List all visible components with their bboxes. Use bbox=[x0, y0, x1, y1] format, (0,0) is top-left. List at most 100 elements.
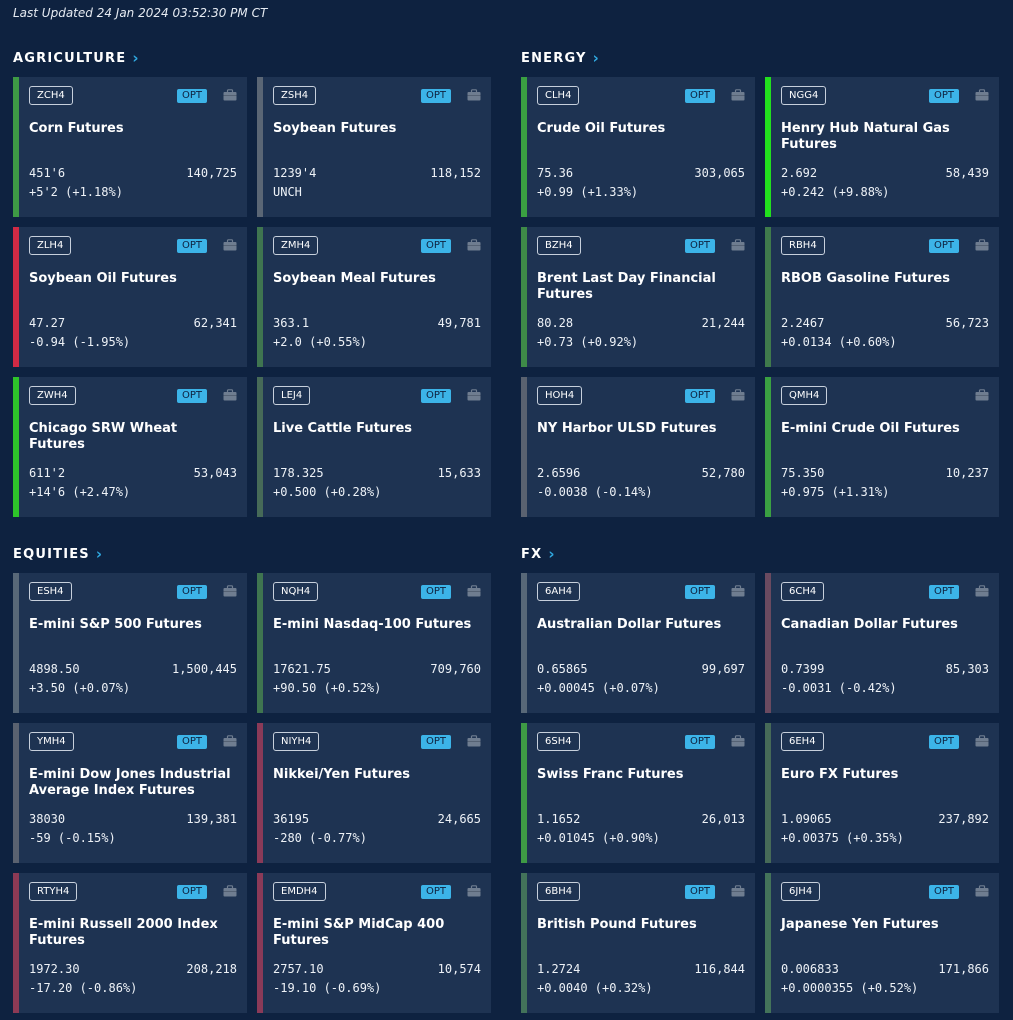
briefcase-icon[interactable] bbox=[223, 585, 237, 597]
contract-card-6ah4[interactable]: 6AH4 OPT Australian Dollar Futures 0.658… bbox=[521, 573, 755, 713]
contract-name[interactable]: Crude Oil Futures bbox=[537, 121, 666, 136]
briefcase-icon[interactable] bbox=[975, 89, 989, 101]
contract-symbol-badge[interactable]: YMH4 bbox=[29, 732, 74, 751]
section-header-link[interactable]: ENERGY › bbox=[521, 47, 999, 69]
options-badge[interactable]: OPT bbox=[420, 389, 451, 403]
contract-name[interactable]: Corn Futures bbox=[29, 121, 124, 136]
contract-symbol-badge[interactable]: 6JH4 bbox=[781, 882, 821, 901]
briefcase-icon[interactable] bbox=[467, 585, 481, 597]
briefcase-icon[interactable] bbox=[731, 239, 745, 251]
contract-card-zch4[interactable]: ZCH4 OPT Corn Futures 451'6 140,725 +5'2… bbox=[13, 77, 247, 217]
contract-card-rbh4[interactable]: RBH4 OPT RBOB Gasoline Futures 2.2467 56… bbox=[765, 227, 999, 367]
options-badge[interactable]: OPT bbox=[928, 585, 959, 599]
contract-name[interactable]: Nikkei/Yen Futures bbox=[273, 767, 411, 782]
contract-symbol-badge[interactable]: 6EH4 bbox=[781, 732, 824, 751]
contract-name[interactable]: Australian Dollar Futures bbox=[537, 617, 722, 632]
contract-card-6ch4[interactable]: 6CH4 OPT Canadian Dollar Futures 0.7399 … bbox=[765, 573, 999, 713]
contract-card-zsh4[interactable]: ZSH4 OPT Soybean Futures 1239'4 118,152 … bbox=[257, 77, 491, 217]
options-badge[interactable]: OPT bbox=[684, 885, 715, 899]
contract-name[interactable]: Soybean Futures bbox=[273, 121, 397, 136]
briefcase-icon[interactable] bbox=[975, 389, 989, 401]
contract-symbol-badge[interactable]: 6CH4 bbox=[781, 582, 825, 601]
options-badge[interactable]: OPT bbox=[684, 239, 715, 253]
contract-card-bzh4[interactable]: BZH4 OPT Brent Last Day Financial Future… bbox=[521, 227, 755, 367]
contract-symbol-badge[interactable]: NQH4 bbox=[273, 582, 319, 601]
contract-name[interactable]: Henry Hub Natural Gas Futures bbox=[781, 121, 950, 152]
contract-card-zwh4[interactable]: ZWH4 OPT Chicago SRW Wheat Futures 611'2… bbox=[13, 377, 247, 517]
contract-card-lej4[interactable]: LEJ4 OPT Live Cattle Futures 178.325 15,… bbox=[257, 377, 491, 517]
contract-symbol-badge[interactable]: LEJ4 bbox=[273, 386, 311, 405]
contract-card-6bh4[interactable]: 6BH4 OPT British Pound Futures 1.2724 11… bbox=[521, 873, 755, 1013]
briefcase-icon[interactable] bbox=[731, 89, 745, 101]
contract-card-qmh4[interactable]: QMH4 E-mini Crude Oil Futures 75.350 10,… bbox=[765, 377, 999, 517]
options-badge[interactable]: OPT bbox=[928, 735, 959, 749]
contract-card-rtyh4[interactable]: RTYH4 OPT E-mini Russell 2000 Index Futu… bbox=[13, 873, 247, 1013]
briefcase-icon[interactable] bbox=[731, 389, 745, 401]
contract-card-esh4[interactable]: ESH4 OPT E-mini S&P 500 Futures 4898.50 … bbox=[13, 573, 247, 713]
options-badge[interactable]: OPT bbox=[420, 585, 451, 599]
contract-name[interactable]: Soybean Meal Futures bbox=[273, 271, 436, 286]
briefcase-icon[interactable] bbox=[975, 885, 989, 897]
contract-name[interactable]: Brent Last Day Financial Futures bbox=[537, 271, 716, 302]
contract-card-zmh4[interactable]: ZMH4 OPT Soybean Meal Futures 363.1 49,7… bbox=[257, 227, 491, 367]
contract-name[interactable]: British Pound Futures bbox=[537, 917, 697, 932]
contract-name[interactable]: Canadian Dollar Futures bbox=[781, 617, 958, 632]
contract-name[interactable]: Live Cattle Futures bbox=[273, 421, 413, 436]
contract-symbol-badge[interactable]: ZWH4 bbox=[29, 386, 76, 405]
contract-symbol-badge[interactable]: NGG4 bbox=[781, 86, 827, 105]
contract-symbol-badge[interactable]: HOH4 bbox=[537, 386, 583, 405]
contract-card-6jh4[interactable]: 6JH4 OPT Japanese Yen Futures 0.006833 1… bbox=[765, 873, 999, 1013]
contract-symbol-badge[interactable]: 6SH4 bbox=[537, 732, 580, 751]
contract-symbol-badge[interactable]: RTYH4 bbox=[29, 882, 78, 901]
contract-name[interactable]: Japanese Yen Futures bbox=[781, 917, 939, 932]
contract-card-zlh4[interactable]: ZLH4 OPT Soybean Oil Futures 47.27 62,34… bbox=[13, 227, 247, 367]
section-header-link[interactable]: FX › bbox=[521, 543, 999, 565]
options-badge[interactable]: OPT bbox=[176, 885, 207, 899]
briefcase-icon[interactable] bbox=[467, 735, 481, 747]
options-badge[interactable]: OPT bbox=[684, 735, 715, 749]
contract-card-6eh4[interactable]: 6EH4 OPT Euro FX Futures 1.09065 237,892… bbox=[765, 723, 999, 863]
briefcase-icon[interactable] bbox=[223, 735, 237, 747]
contract-name[interactable]: NY Harbor ULSD Futures bbox=[537, 421, 717, 436]
options-badge[interactable]: OPT bbox=[420, 735, 451, 749]
briefcase-icon[interactable] bbox=[467, 389, 481, 401]
contract-name[interactable]: Swiss Franc Futures bbox=[537, 767, 684, 782]
briefcase-icon[interactable] bbox=[975, 735, 989, 747]
contract-symbol-badge[interactable]: ZMH4 bbox=[273, 236, 319, 255]
contract-card-6sh4[interactable]: 6SH4 OPT Swiss Franc Futures 1.1652 26,0… bbox=[521, 723, 755, 863]
briefcase-icon[interactable] bbox=[731, 885, 745, 897]
options-badge[interactable]: OPT bbox=[176, 735, 207, 749]
briefcase-icon[interactable] bbox=[223, 239, 237, 251]
contract-symbol-badge[interactable]: 6AH4 bbox=[537, 582, 581, 601]
options-badge[interactable]: OPT bbox=[420, 89, 451, 103]
contract-name[interactable]: Euro FX Futures bbox=[781, 767, 899, 782]
contract-card-clh4[interactable]: CLH4 OPT Crude Oil Futures 75.36 303,065… bbox=[521, 77, 755, 217]
contract-symbol-badge[interactable]: ZCH4 bbox=[29, 86, 73, 105]
briefcase-icon[interactable] bbox=[223, 885, 237, 897]
contract-symbol-badge[interactable]: BZH4 bbox=[537, 236, 581, 255]
contract-name[interactable]: E-mini S&P MidCap 400 Futures bbox=[273, 917, 445, 948]
contract-card-hoh4[interactable]: HOH4 OPT NY Harbor ULSD Futures 2.6596 5… bbox=[521, 377, 755, 517]
contract-symbol-badge[interactable]: NIYH4 bbox=[273, 732, 320, 751]
contract-symbol-badge[interactable]: RBH4 bbox=[781, 236, 825, 255]
contract-symbol-badge[interactable]: ZLH4 bbox=[29, 236, 72, 255]
briefcase-icon[interactable] bbox=[223, 89, 237, 101]
options-badge[interactable]: OPT bbox=[420, 239, 451, 253]
contract-name[interactable]: E-mini Crude Oil Futures bbox=[781, 421, 960, 436]
contract-name[interactable]: E-mini Dow Jones Industrial Average Inde… bbox=[29, 767, 231, 798]
options-badge[interactable]: OPT bbox=[928, 239, 959, 253]
contract-symbol-badge[interactable]: QMH4 bbox=[781, 386, 828, 405]
contract-name[interactable]: Chicago SRW Wheat Futures bbox=[29, 421, 178, 452]
options-badge[interactable]: OPT bbox=[176, 585, 207, 599]
options-badge[interactable]: OPT bbox=[684, 389, 715, 403]
briefcase-icon[interactable] bbox=[467, 885, 481, 897]
contract-symbol-badge[interactable]: CLH4 bbox=[537, 86, 580, 105]
contract-name[interactable]: RBOB Gasoline Futures bbox=[781, 271, 950, 286]
contract-card-ymh4[interactable]: YMH4 OPT E-mini Dow Jones Industrial Ave… bbox=[13, 723, 247, 863]
briefcase-icon[interactable] bbox=[975, 239, 989, 251]
briefcase-icon[interactable] bbox=[731, 585, 745, 597]
briefcase-icon[interactable] bbox=[467, 239, 481, 251]
contract-symbol-badge[interactable]: EMDH4 bbox=[273, 882, 326, 901]
briefcase-icon[interactable] bbox=[731, 735, 745, 747]
briefcase-icon[interactable] bbox=[223, 389, 237, 401]
